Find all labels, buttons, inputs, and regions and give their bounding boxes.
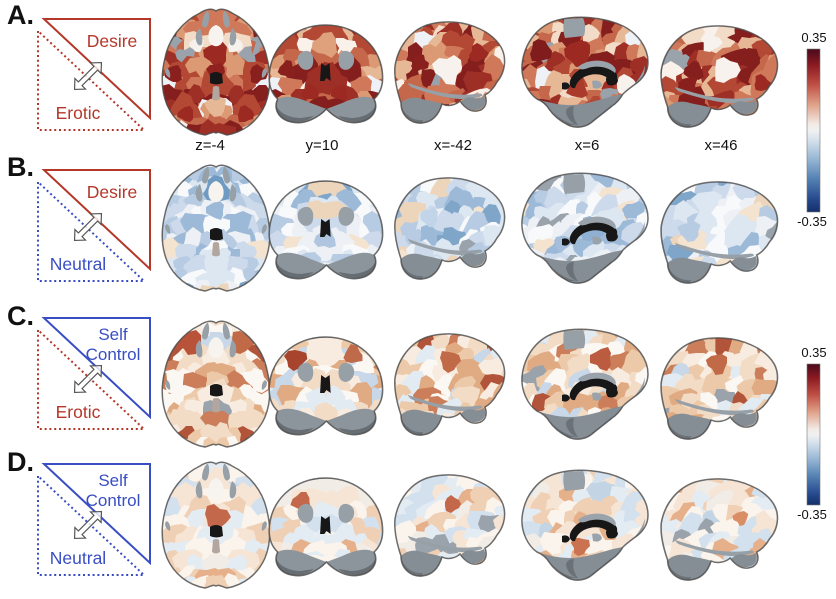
- svg-text:Erotic: Erotic: [56, 103, 101, 123]
- svg-text:Erotic: Erotic: [56, 402, 101, 422]
- svg-text:x=-42: x=-42: [434, 137, 472, 154]
- svg-text:0.35: 0.35: [801, 345, 826, 360]
- svg-text:Self: Self: [98, 325, 128, 344]
- svg-text:B.: B.: [7, 152, 34, 182]
- svg-text:z=-4: z=-4: [195, 137, 225, 154]
- svg-text:y=10: y=10: [306, 137, 339, 154]
- svg-text:-0.35: -0.35: [797, 507, 827, 522]
- svg-text:x=46: x=46: [705, 137, 738, 154]
- svg-text:0.35: 0.35: [801, 30, 826, 45]
- svg-text:Desire: Desire: [87, 31, 138, 51]
- svg-text:Control: Control: [86, 345, 141, 364]
- svg-text:x=6: x=6: [575, 137, 600, 154]
- svg-text:Desire: Desire: [87, 182, 138, 202]
- svg-text:Self: Self: [98, 471, 128, 490]
- svg-text:D.: D.: [7, 447, 34, 477]
- svg-text:C.: C.: [7, 301, 34, 331]
- svg-text:A.: A.: [7, 0, 34, 30]
- svg-text:Neutral: Neutral: [50, 548, 106, 568]
- svg-text:-0.35: -0.35: [797, 214, 827, 229]
- svg-text:Neutral: Neutral: [50, 254, 106, 274]
- svg-text:Control: Control: [86, 491, 141, 510]
